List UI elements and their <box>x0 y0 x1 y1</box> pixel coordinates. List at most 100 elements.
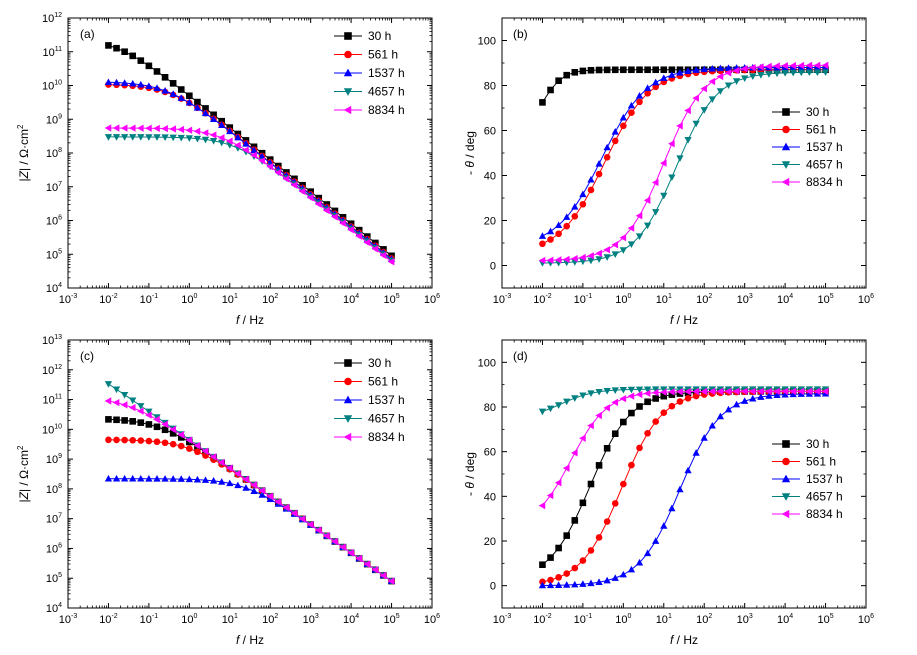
data-point <box>298 187 306 196</box>
data-point <box>104 381 113 388</box>
data-point <box>636 66 643 74</box>
x-tick-label: 104 <box>343 293 359 306</box>
data-point <box>708 96 716 103</box>
data-point <box>538 408 547 416</box>
legend-marker <box>781 177 790 187</box>
data-point <box>603 143 611 151</box>
series-line <box>108 127 392 263</box>
data-point <box>716 64 725 72</box>
data-point <box>643 222 652 230</box>
data-point <box>371 245 379 253</box>
data-point <box>538 232 547 239</box>
data-point <box>331 537 338 546</box>
data-point <box>603 404 610 412</box>
data-point <box>773 387 780 395</box>
data-point <box>732 400 741 408</box>
y-tick-label: 104 <box>46 602 62 615</box>
data-point <box>234 141 241 149</box>
data-point <box>611 430 619 438</box>
data-point <box>627 565 636 573</box>
data-point <box>145 474 153 482</box>
data-point <box>153 423 161 431</box>
data-point <box>651 389 659 397</box>
x-tick-label: 106 <box>424 613 440 626</box>
data-point <box>306 194 314 202</box>
legend-marker <box>782 457 790 466</box>
panel-label: (c) <box>80 349 94 363</box>
legend-label: 8834 h <box>368 430 405 444</box>
legend-marker <box>344 50 352 59</box>
data-point <box>757 387 764 396</box>
y-axis-label: - θ / deg <box>463 452 477 496</box>
data-point <box>555 230 562 238</box>
data-point <box>692 120 700 128</box>
data-point <box>749 394 757 402</box>
data-point <box>250 481 257 489</box>
x-tick-label: 104 <box>777 293 793 306</box>
data-point <box>635 390 643 399</box>
data-point <box>193 442 201 450</box>
data-point <box>684 395 692 402</box>
data-point <box>700 84 708 93</box>
data-point <box>571 213 579 220</box>
data-point <box>177 134 185 142</box>
data-point <box>177 442 185 450</box>
data-point <box>611 398 619 407</box>
data-point <box>757 72 765 79</box>
legend-marker <box>781 474 791 483</box>
data-point <box>668 504 676 512</box>
legend-label: 561 h <box>806 123 836 137</box>
data-point <box>554 256 562 264</box>
x-tick-label: 103 <box>303 293 319 306</box>
data-point <box>563 532 571 539</box>
data-point <box>104 78 113 86</box>
data-point <box>547 236 554 243</box>
data-point <box>201 136 210 144</box>
data-point <box>112 134 121 141</box>
y-tick-label: 1010 <box>42 80 62 93</box>
y-tick-label: 20 <box>484 536 496 548</box>
legend: 30 h 561 h 1537 h 4657 h 8834 h <box>334 29 405 117</box>
panel-label: (a) <box>80 27 95 41</box>
data-point <box>627 392 635 400</box>
y-tick-label: 80 <box>484 402 496 414</box>
legend-marker <box>781 161 791 169</box>
data-point <box>194 448 201 456</box>
y-tick-label: 20 <box>484 216 496 228</box>
data-point <box>652 66 659 74</box>
series-line <box>542 390 826 566</box>
y-tick-label: 100 <box>478 357 496 369</box>
data-point <box>339 543 346 551</box>
data-point <box>716 88 725 95</box>
data-point <box>587 390 595 398</box>
data-point <box>749 73 757 80</box>
data-point <box>668 174 676 182</box>
data-point <box>282 175 290 183</box>
data-point <box>579 580 587 587</box>
x-tick-label: 10-3 <box>59 293 78 306</box>
data-point <box>620 418 627 426</box>
data-point <box>274 498 282 506</box>
data-point <box>603 246 610 254</box>
data-point <box>129 418 137 425</box>
data-point <box>290 509 298 517</box>
data-point <box>813 61 821 69</box>
data-point <box>161 426 169 434</box>
data-point <box>153 124 160 133</box>
data-point <box>652 78 660 86</box>
data-point <box>555 544 562 552</box>
data-point <box>595 66 603 74</box>
data-point <box>635 558 644 566</box>
legend-marker <box>343 68 353 77</box>
series <box>104 134 396 265</box>
legend-marker <box>343 395 353 404</box>
x-tick-label: 101 <box>656 293 672 306</box>
data-point <box>266 492 274 500</box>
data-point <box>579 190 587 198</box>
data-point <box>619 570 627 578</box>
data-point <box>563 222 571 230</box>
data-point <box>587 480 595 488</box>
data-point <box>628 409 635 417</box>
data-point <box>789 69 797 77</box>
data-point <box>668 386 676 393</box>
